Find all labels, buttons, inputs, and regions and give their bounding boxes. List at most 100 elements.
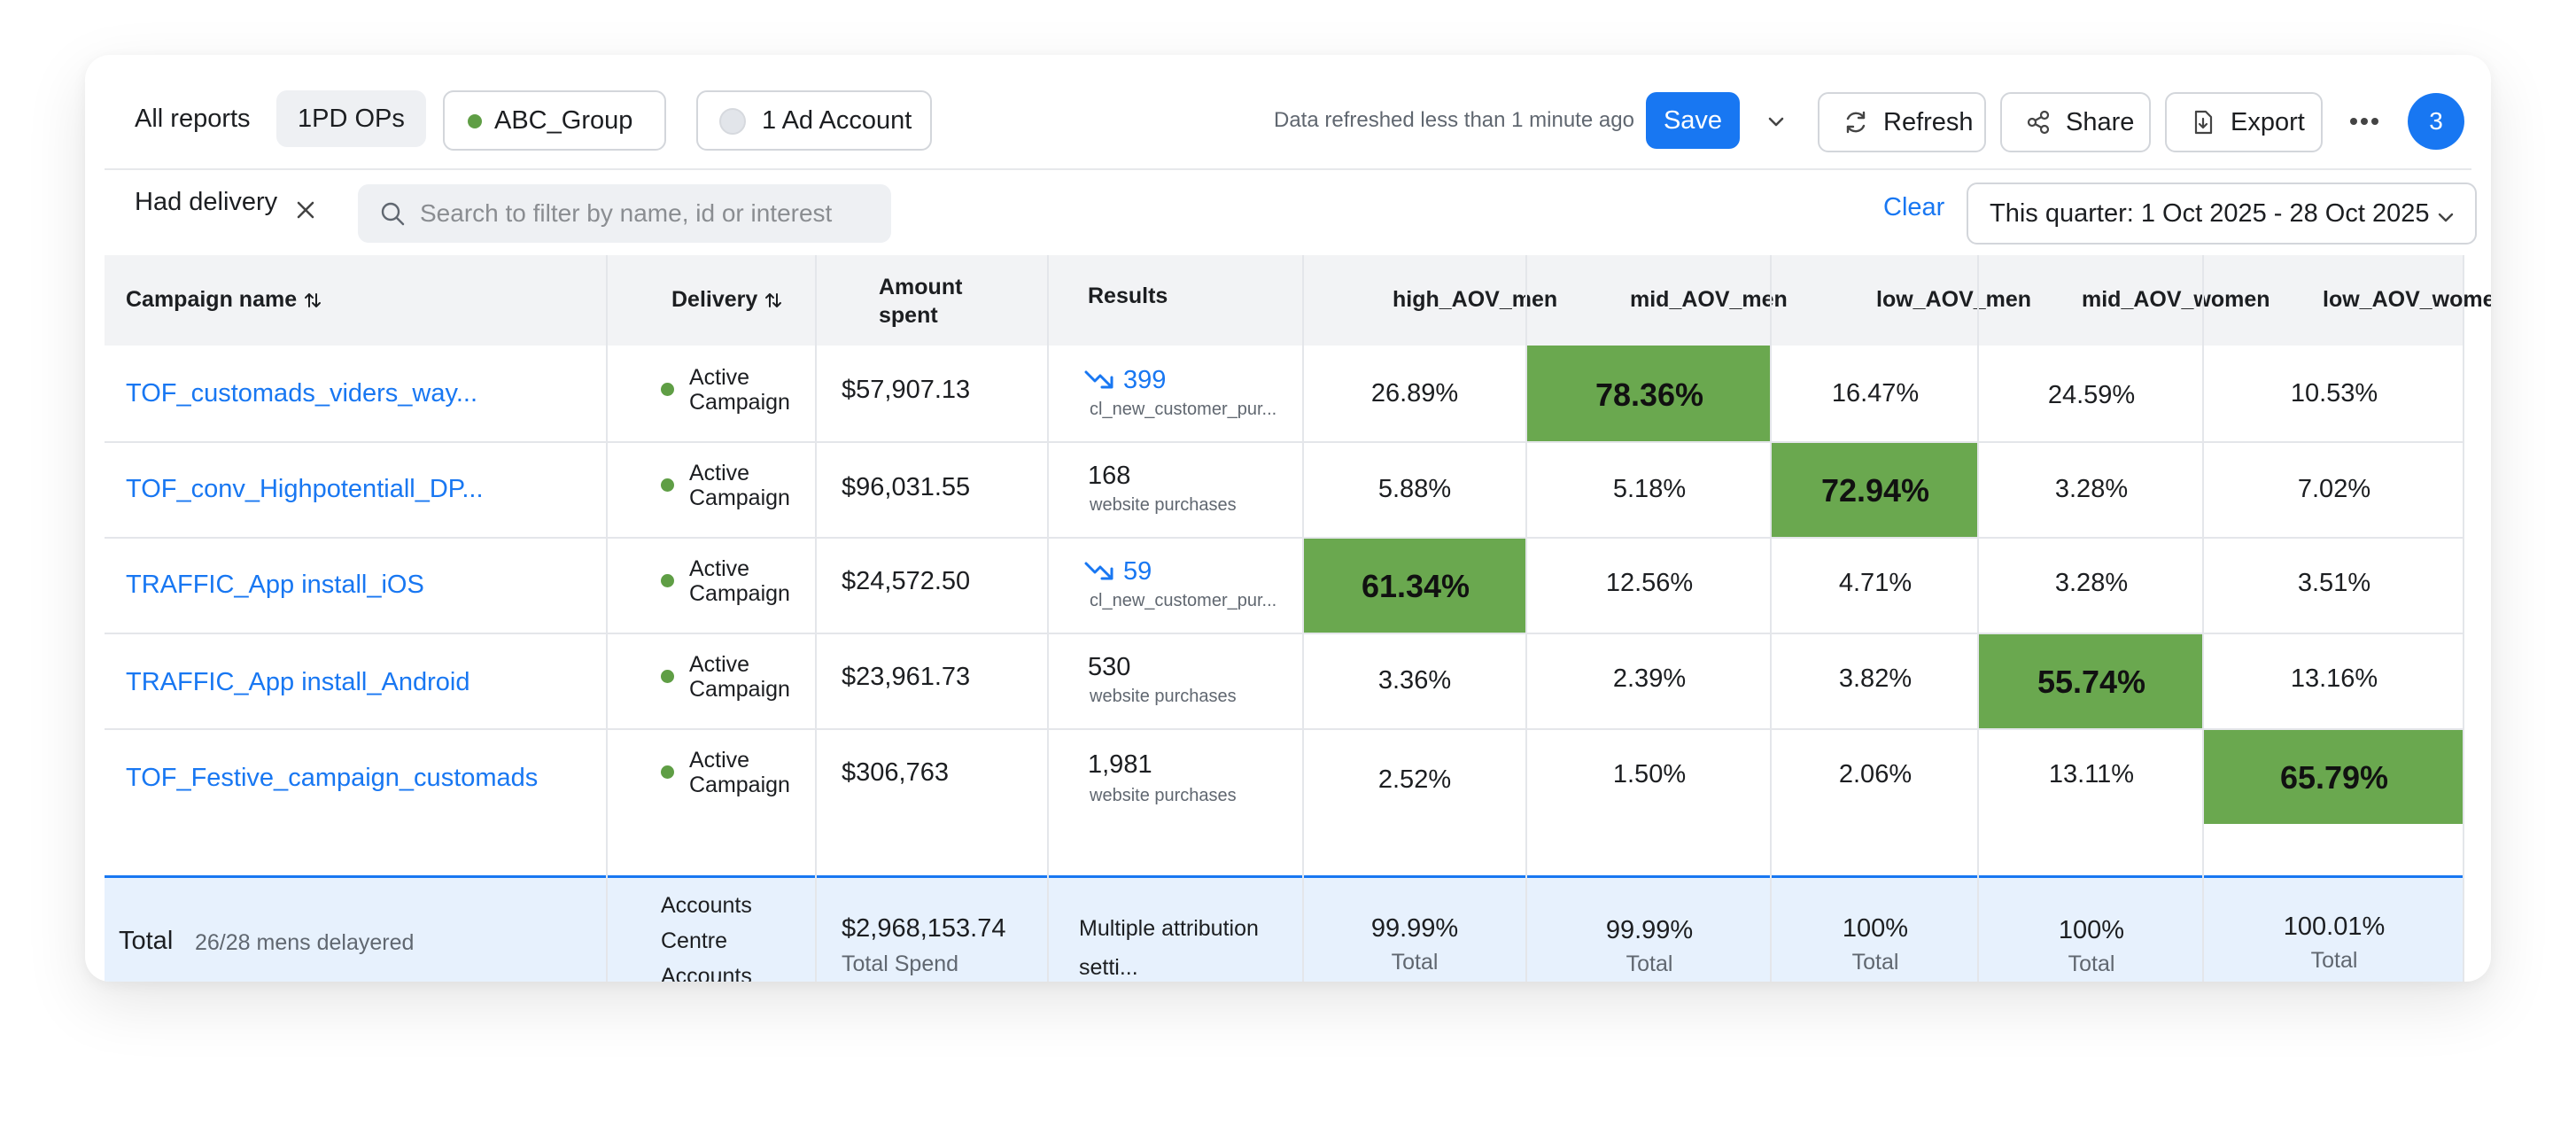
- total-delivery-line: Centre: [661, 928, 728, 953]
- pct-low-aov-women: 13.16%: [2290, 664, 2378, 693]
- refresh-label: Refresh: [1883, 108, 1974, 136]
- pct-low-aov-women: 10.53%: [2290, 379, 2378, 408]
- pct-mid-aov-women: 55.74%: [2037, 664, 2146, 700]
- column-divider: [1302, 255, 1304, 982]
- group-label: ABC_Group: [494, 106, 633, 135]
- result-type: website purchases: [1090, 687, 1237, 706]
- refresh-button[interactable]: Refresh: [1818, 92, 1986, 152]
- trend-down-icon: [1084, 562, 1113, 580]
- pct-low-aov-men: 72.94%: [1820, 472, 1930, 509]
- had-delivery-filter[interactable]: Had delivery: [135, 188, 278, 216]
- more-options-icon[interactable]: [2349, 117, 2379, 126]
- pct-mid-aov-men: 1.50%: [1612, 760, 1687, 788]
- trend-down-icon: [1084, 370, 1113, 389]
- total-amount: $2,968,153.74: [842, 914, 1006, 943]
- total-row-border: [105, 875, 2464, 878]
- status-dot: [661, 670, 674, 683]
- save-button[interactable]: Save: [1646, 92, 1740, 149]
- total-pct-label: Total: [1626, 951, 1673, 976]
- amount-spent: $96,031.55: [842, 473, 971, 501]
- result-type: website purchases: [1090, 786, 1237, 805]
- pct-mid-aov-men: 78.36%: [1594, 377, 1704, 413]
- refresh-status-text: Data refreshed less than 1 minute ago: [1274, 108, 1634, 132]
- header-low-aov-men[interactable]: low_AOV_men: [1876, 287, 2032, 312]
- ad-account-selector[interactable]: 1 Ad Account: [696, 90, 932, 151]
- pct-mid-aov-women: 24.59%: [2047, 381, 2136, 409]
- pct-high-aov-men: 5.88%: [1377, 475, 1452, 503]
- pct-high-aov-men: 2.52%: [1377, 765, 1452, 794]
- total-pct-label: Total: [2310, 948, 2358, 973]
- export-label: Export: [2231, 108, 2305, 136]
- status-dot: [661, 478, 674, 492]
- header-high-aov-men[interactable]: high_AOV_men: [1393, 287, 1558, 312]
- total-pct-label: Total: [1391, 950, 1439, 975]
- header-amount-spent[interactable]: Amount spent: [879, 275, 963, 328]
- total-mid-aov-men: 99.99%: [1605, 916, 1694, 944]
- pct-low-aov-men: 3.82%: [1838, 664, 1913, 693]
- column-divider: [1770, 255, 1772, 982]
- close-icon[interactable]: [294, 198, 317, 221]
- amount-spent: $24,572.50: [842, 567, 971, 595]
- row-divider: [105, 633, 2464, 634]
- campaign-link[interactable]: TOF_Festive_campaign_customads: [126, 764, 539, 792]
- header-low-aov-women[interactable]: low_AOV_women: [2323, 287, 2491, 312]
- result-value[interactable]: 399: [1123, 366, 1167, 394]
- share-button[interactable]: Share: [2000, 92, 2151, 152]
- pct-high-aov-men: 3.36%: [1377, 666, 1452, 695]
- header-results[interactable]: Results: [1088, 284, 1168, 308]
- header-mid-aov-men[interactable]: mid_AOV_men: [1630, 287, 1788, 312]
- all-reports-link[interactable]: All reports: [135, 105, 251, 133]
- notification-badge[interactable]: 3: [2408, 93, 2464, 150]
- clear-filters-link[interactable]: Clear: [1883, 193, 1945, 221]
- table-header: [105, 255, 2464, 346]
- group-selector[interactable]: ABC_Group: [443, 90, 666, 151]
- chevron-down-icon: [2438, 213, 2454, 222]
- column-divider: [2463, 255, 2464, 982]
- row-divider: [105, 441, 2464, 443]
- search-bar[interactable]: [358, 184, 891, 243]
- pct-high-aov-men: 26.89%: [1370, 379, 1459, 408]
- column-divider: [815, 255, 817, 982]
- pct-mid-aov-men: 5.18%: [1612, 475, 1687, 503]
- row-divider: [105, 537, 2464, 539]
- column-divider: [606, 255, 608, 982]
- total-results-line: setti...: [1079, 955, 1138, 980]
- highlight-cell: [1979, 633, 2204, 728]
- total-mid-aov-women: 100%: [2058, 916, 2125, 944]
- total-high-aov-men: 99.99%: [1370, 914, 1459, 943]
- pct-low-aov-women: 3.51%: [2297, 569, 2371, 597]
- share-icon: [2027, 110, 2050, 135]
- pct-low-aov-women: 7.02%: [2297, 475, 2371, 503]
- result-value[interactable]: 59: [1123, 557, 1152, 586]
- total-label: Total: [119, 927, 174, 955]
- campaign-link[interactable]: TOF_conv_Highpotentiall_DP...: [126, 475, 484, 503]
- column-divider: [1047, 255, 1049, 982]
- ad-account-label: 1 Ad Account: [762, 106, 912, 135]
- search-input[interactable]: [420, 199, 891, 228]
- header-campaign-name[interactable]: Campaign name: [126, 285, 322, 314]
- result-value: 530: [1088, 653, 1131, 681]
- search-icon: [381, 202, 405, 226]
- status-dot: [661, 383, 674, 396]
- campaign-link[interactable]: TOF_customads_viders_way...: [126, 379, 478, 408]
- total-amount-label: Total Spend: [842, 951, 959, 976]
- share-label: Share: [2066, 108, 2135, 136]
- chevron-down-icon[interactable]: [1766, 112, 1786, 131]
- sort-icon: [305, 293, 322, 308]
- pct-mid-aov-women: 3.28%: [2054, 475, 2129, 503]
- campaign-link[interactable]: TRAFFIC_App install_Android: [126, 668, 470, 696]
- total-pct-label: Total: [2068, 951, 2115, 976]
- tab-1pd-ops[interactable]: 1PD OPs: [276, 90, 426, 147]
- result-value: 168: [1088, 462, 1131, 490]
- result-type: cl_new_customer_pur...: [1090, 400, 1277, 419]
- campaign-link[interactable]: TRAFFIC_App install_iOS: [126, 571, 424, 599]
- export-button[interactable]: Export: [2165, 92, 2323, 152]
- sort-icon: [765, 293, 782, 308]
- total-low-aov-women: 100.01%: [2283, 913, 2386, 941]
- header-mid-aov-women[interactable]: mid_AOV_women: [2082, 287, 2270, 312]
- date-range-picker[interactable]: This quarter: 1 Oct 2025 - 28 Oct 2025: [1967, 183, 2477, 245]
- header-delivery[interactable]: Delivery: [671, 285, 783, 314]
- highlight-cell: [1772, 441, 1979, 537]
- amount-spent: $23,961.73: [842, 663, 971, 691]
- pct-low-aov-men: 2.06%: [1838, 760, 1913, 788]
